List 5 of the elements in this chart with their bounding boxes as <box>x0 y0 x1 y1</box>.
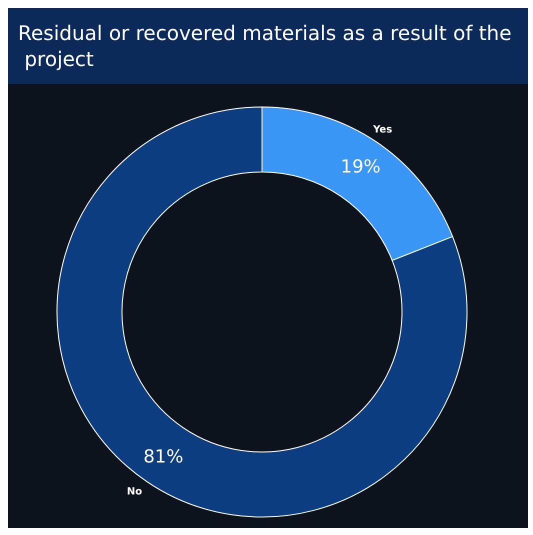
data-label: 81% <box>143 446 184 468</box>
data-label: 19% <box>340 156 381 178</box>
slice-label: No <box>126 486 142 498</box>
slice-label: Yes <box>372 124 392 136</box>
chart-title: Residual or recovered materials as a result of the project <box>18 21 512 71</box>
